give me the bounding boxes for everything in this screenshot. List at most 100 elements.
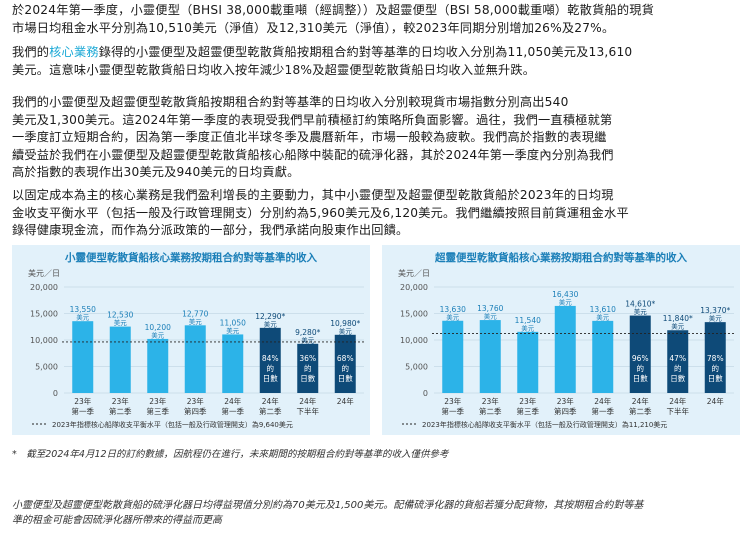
- paragraph-core-business: 我們的核心業務錄得的小靈便型及超靈便型乾散貨船按期租合約對等基準的日均收入分別為…: [12, 44, 740, 79]
- bar-value-label: 12,770: [182, 309, 208, 318]
- bar-value-label: 14,610*: [625, 300, 655, 309]
- paragraph-market: 於2024年第一季度，小靈便型（BHSI 38,000載重噸（經調整））及超靈便…: [12, 2, 740, 37]
- handysize-chart-svg: 美元／日05,00010,00015,00020,00013,550美元23年第…: [28, 268, 364, 429]
- bar: [184, 325, 206, 393]
- text-line: 錄得健康現金流，而作為分派政策的一部分，我們承諾向股東作出回饋。: [12, 223, 409, 237]
- y-tick-label: 20,000: [30, 283, 58, 292]
- supramax-chart: 超靈便型乾散貨船核心業務按期租合約對等基準的收入 美元／日 0 5,000 10,00…: [382, 245, 740, 435]
- chart-title: 小靈便型乾散貨船核心業務按期租合約對等基準的收入: [65, 252, 317, 264]
- bar: [109, 326, 131, 393]
- x-tick-label: 24年: [299, 396, 317, 406]
- x-tick-label: 24年: [337, 396, 355, 406]
- bar-unit-label: 美元: [559, 297, 573, 306]
- y-tick-label: 10,000: [400, 336, 428, 345]
- bar-value-label: 16,430: [552, 290, 578, 299]
- bar-value-label: 11,840*: [663, 314, 693, 323]
- x-tick-label: 23年: [112, 396, 130, 406]
- text-fragment: 我們的: [12, 45, 50, 59]
- bar-value-label: 12,530: [107, 311, 133, 320]
- bar: [667, 330, 689, 393]
- text-line: 續受益於我們在小靈便型及超靈便型乾散貨船核心船隊中裝配的硫淨化器，其於2024年…: [12, 147, 614, 162]
- bar-value-label: 11,050: [220, 318, 246, 327]
- bar-value-label: 13,760: [477, 304, 503, 313]
- booked-text-label: 日數: [338, 373, 353, 383]
- y-tick-label: 15,000: [30, 310, 58, 319]
- bar: [442, 320, 464, 393]
- bar-value-label: 13,630: [440, 305, 466, 314]
- x-tick-label: 第二季: [479, 406, 502, 416]
- x-tick-label: 23年: [444, 396, 462, 406]
- bar: [554, 305, 576, 393]
- bar-unit-label: 美元: [709, 314, 723, 323]
- star-footnote: * 截至2024年4月12日的訂約數據，因航程仍在進行，未來期間的按期租合約對等…: [12, 449, 449, 460]
- x-tick-label: 23年: [557, 396, 575, 406]
- bar-unit-label: 美元: [521, 323, 535, 332]
- x-tick-label: 第三季: [517, 406, 540, 416]
- x-tick-label: 23年: [187, 396, 205, 406]
- x-tick-label: 23年: [482, 396, 500, 406]
- y-axis-label: 美元／日: [398, 268, 430, 278]
- x-tick-label: 下半年: [297, 406, 320, 416]
- bar-unit-label: 美元: [339, 326, 353, 335]
- bar-unit-label: 美元: [226, 326, 240, 335]
- x-tick-label: 24年: [262, 396, 280, 406]
- bar-value-label: 13,370*: [700, 306, 730, 315]
- text-line: 高於指數的表現作出30美元及940美元的日均貢獻。: [12, 165, 300, 179]
- bar: [479, 320, 501, 393]
- booked-pct-label: 68%: [337, 354, 354, 363]
- handysize-chart: 小靈便型乾散貨船核心業務按期租合約對等基準的收入 美元／日 0 5,000 10,00…: [12, 245, 370, 435]
- bar-unit-label: 美元: [189, 317, 203, 326]
- text-line: 準的租金可能會因硫淨化器所帶來的得益而更高: [12, 515, 222, 526]
- text-line: 美元。這意味小靈便型乾散貨船日均收入按年減少18%及超靈便型乾散貨船日均收入並無…: [12, 62, 536, 77]
- x-tick-label: 第一季: [442, 406, 465, 416]
- x-tick-label: 第四季: [184, 406, 207, 416]
- bar: [334, 334, 356, 393]
- y-tick-label: 0: [53, 389, 58, 398]
- x-tick-label: 24年: [224, 396, 242, 406]
- bar-unit-label: 美元: [151, 330, 165, 339]
- text-line: 市場日均租金水平分別為10,510美元（淨值）及12,310美元（淨值），較20…: [12, 20, 615, 35]
- y-tick-label: 0: [423, 389, 428, 398]
- scrubber-footnote: 小靈便型及超靈便型乾散貨船的硫淨化器日均得益現值分別約為70美元及1,500美元…: [12, 498, 738, 528]
- bar: [72, 321, 94, 393]
- x-tick-label: 第二季: [629, 406, 652, 416]
- x-tick-label: 23年: [74, 396, 92, 406]
- bar: [297, 343, 319, 393]
- bar-unit-label: 美元: [76, 313, 90, 322]
- text-line: 於2024年第一季度，小靈便型（BHSI 38,000載重噸（經調整））及超靈便…: [12, 3, 655, 17]
- booked-pct-label: 36%: [299, 354, 316, 363]
- x-tick-label: 第三季: [147, 406, 170, 416]
- bar-value-label: 12,290*: [255, 312, 285, 321]
- breakeven-legend-label: 2023年指標核心船隊收支平衡水平（包括一般及行政管理開支）為11,210美元: [422, 420, 667, 429]
- y-tick-label: 15,000: [400, 310, 428, 319]
- booked-text-label: 的: [712, 363, 720, 373]
- breakeven-legend-label: 2023年指標核心船隊收支平衡水平（包括一般及行政管理開支）為9,640美元: [52, 420, 293, 429]
- bar-unit-label: 美元: [634, 307, 648, 316]
- paragraph-breakeven: 以固定成本為主的核心業務是我們盈利增長的主要動力，其中小靈便型及超靈便型乾散貨船…: [12, 187, 740, 240]
- text-line: 我們的小靈便型及超靈便型乾散貨船按期租合約對等基準的日均收入分別較現貨市場指數分…: [12, 95, 569, 109]
- bar-unit-label: 美元: [264, 319, 278, 328]
- bar-value-label: 9,280*: [295, 328, 320, 337]
- x-tick-label: 第一季: [222, 406, 245, 416]
- booked-text-label: 日數: [670, 373, 685, 383]
- booked-text-label: 的: [304, 363, 312, 373]
- y-tick-label: 5,000: [405, 363, 428, 372]
- booked-pct-label: 47%: [669, 354, 686, 363]
- bar-unit-label: 美元: [484, 312, 498, 321]
- bar-unit-label: 美元: [114, 318, 128, 327]
- text-line: 小靈便型及超靈便型乾散貨船的硫淨化器日均得益現值分別約為70美元及1,500美元…: [12, 500, 644, 511]
- x-tick-label: 第二季: [109, 406, 132, 416]
- booked-text-label: 的: [674, 363, 682, 373]
- bar: [704, 322, 726, 393]
- x-tick-label: 第一季: [72, 406, 95, 416]
- booked-pct-label: 96%: [632, 354, 649, 363]
- text-line: 美元及1,300美元。這2024年第一季度的表現受我們早前積極訂約策略所負面影響…: [12, 112, 613, 127]
- bar: [592, 320, 614, 393]
- bar-value-label: 11,540: [515, 316, 541, 325]
- x-tick-label: 第一季: [592, 406, 615, 416]
- y-tick-label: 10,000: [30, 336, 58, 345]
- supramax-chart-svg: 美元／日05,00010,00015,00020,00013,630美元23年第…: [398, 268, 734, 429]
- y-tick-label: 5,000: [35, 363, 58, 372]
- core-business-link[interactable]: 核心業務: [49, 45, 99, 59]
- x-tick-label: 23年: [519, 396, 537, 406]
